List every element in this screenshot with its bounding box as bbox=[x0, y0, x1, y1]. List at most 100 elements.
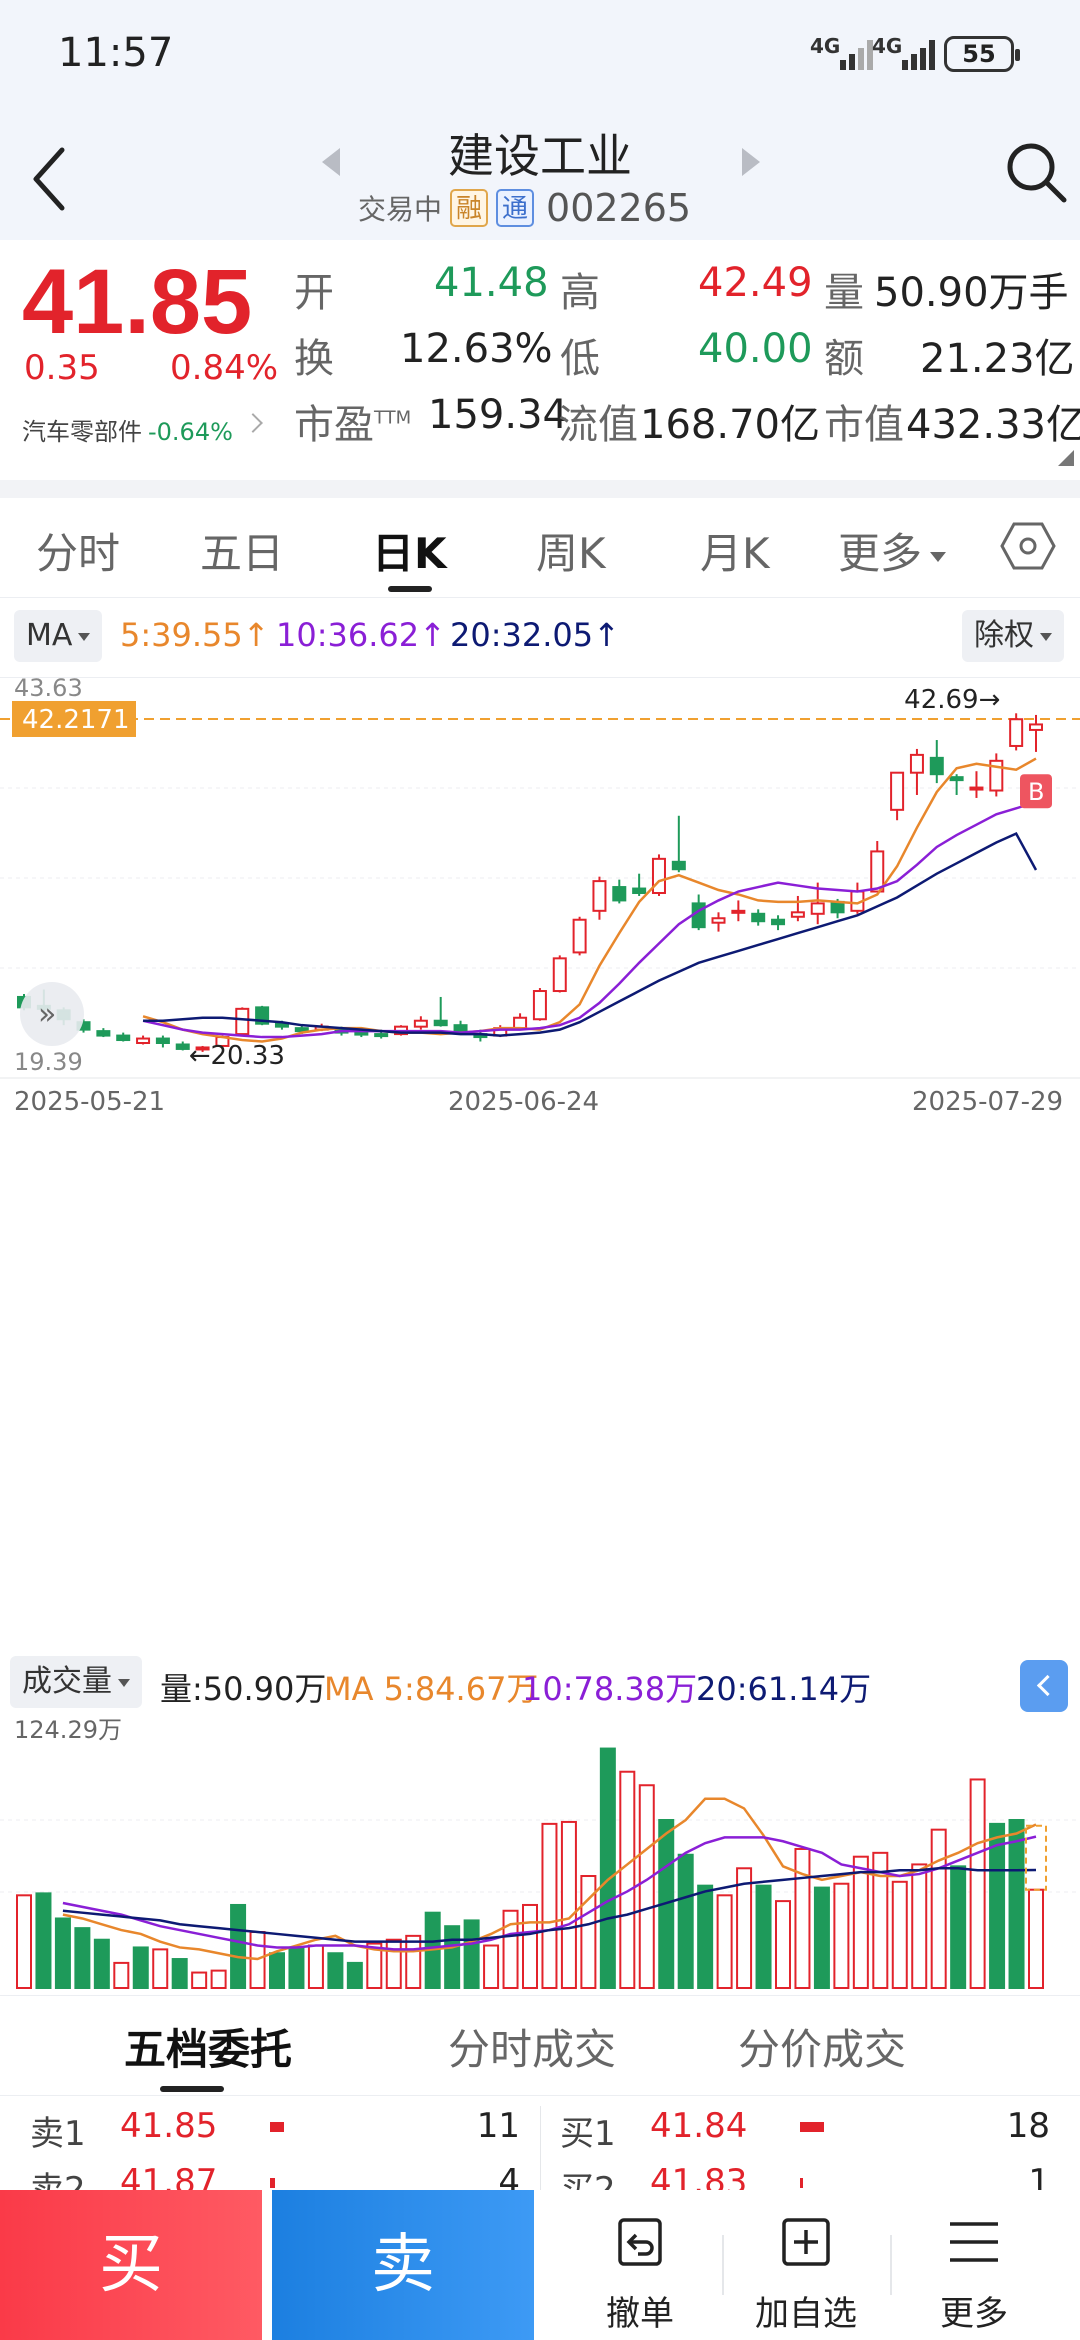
status-bar: 11:57 4G 4G 55 bbox=[0, 0, 1080, 110]
volume-bar bbox=[619, 1770, 636, 1989]
stock-subline: 交易中 融 通 002265 bbox=[358, 186, 691, 230]
expand-corner-icon[interactable] bbox=[1058, 450, 1074, 466]
tab-more[interactable]: 更多 bbox=[838, 520, 947, 581]
adjust-selector[interactable]: 除权 bbox=[962, 610, 1064, 662]
add-watchlist-button[interactable]: 加自选 bbox=[726, 2190, 886, 2340]
prev-stock-icon[interactable] bbox=[322, 148, 340, 176]
float-label: 流值 bbox=[558, 402, 638, 448]
buy-marker bbox=[1020, 774, 1052, 809]
cancel-order-button[interactable]: 撤单 bbox=[560, 2190, 720, 2340]
volume-bar bbox=[794, 1847, 811, 1990]
tab-monthly-k[interactable]: 月K bbox=[700, 529, 770, 578]
caret-down-icon bbox=[930, 551, 947, 562]
candle-body bbox=[1029, 723, 1043, 731]
add-square-icon bbox=[782, 2218, 830, 2266]
volume-bar bbox=[1028, 1888, 1044, 1990]
signal-bars-icon bbox=[902, 36, 942, 70]
y-bottom-label: 19.39 bbox=[14, 1048, 83, 1076]
caret-down-icon bbox=[78, 632, 91, 641]
volume-bar bbox=[755, 1884, 772, 1989]
volume-ma-ma5 bbox=[62, 1797, 1037, 1961]
double-chevron-icon: » bbox=[38, 997, 56, 1032]
volume-ma-ma20 bbox=[62, 1867, 1037, 1943]
clock: 11:57 bbox=[58, 30, 174, 76]
volume-ma5: MA 5:84.67万 bbox=[324, 1670, 539, 1708]
candle-body bbox=[651, 857, 666, 894]
volume-bar bbox=[191, 1971, 208, 1989]
volume-bar bbox=[269, 1952, 285, 1989]
reference-price-label: 42.2171 bbox=[22, 705, 130, 735]
buy-marker-label: B bbox=[1028, 778, 1044, 806]
mcap-label: 市值 bbox=[824, 402, 904, 448]
collapse-panel-button[interactable] bbox=[1020, 1660, 1068, 1712]
sector-name: 汽车零部件 bbox=[22, 418, 142, 446]
tab-time-sales[interactable]: 分时成交 bbox=[448, 2025, 617, 2074]
sector-pct: -0.64% bbox=[148, 418, 233, 446]
tab-price-volume[interactable]: 分价成交 bbox=[738, 2025, 907, 2074]
candle-body bbox=[195, 1046, 210, 1051]
candle-body bbox=[552, 957, 567, 993]
volume-bar bbox=[54, 1917, 71, 1989]
high-label: 高 bbox=[560, 270, 600, 316]
search-icon[interactable] bbox=[1004, 140, 1068, 204]
candle-body bbox=[870, 850, 885, 893]
volume-bar bbox=[969, 1778, 986, 1989]
tab-order-book[interactable]: 五档委托 bbox=[124, 2025, 293, 2074]
tab-five-day[interactable]: 五日 bbox=[200, 529, 285, 578]
signal-bars-icon bbox=[840, 36, 880, 70]
open-value: 41.48 bbox=[434, 260, 549, 306]
volume-bar bbox=[716, 1894, 733, 1990]
x-end-label: 2025-07-29 bbox=[912, 1087, 1063, 1117]
connect-tag[interactable]: 通 bbox=[496, 189, 535, 227]
candle-body bbox=[513, 1016, 528, 1030]
candle-body bbox=[532, 990, 547, 1021]
chevron-right-icon bbox=[243, 413, 263, 433]
tab-weekly-k[interactable]: 周K bbox=[536, 529, 606, 578]
amount-label: 额 bbox=[824, 336, 864, 382]
candle-body bbox=[413, 1019, 428, 1028]
volume-bar bbox=[522, 1903, 538, 1989]
ma-line-ma10 bbox=[142, 800, 1037, 1039]
candle-body bbox=[592, 880, 607, 912]
volume-indicator-selector[interactable]: 成交量 bbox=[10, 1656, 142, 1708]
y-top-label: 43.63 bbox=[14, 678, 83, 702]
tab-daily-k[interactable]: 日K bbox=[372, 529, 447, 578]
candle-body bbox=[116, 1034, 131, 1042]
volume-value: 50.90万手 bbox=[874, 270, 1069, 316]
candle-body bbox=[136, 1037, 151, 1045]
divider bbox=[722, 2235, 724, 2295]
margin-tag[interactable]: 融 bbox=[450, 189, 489, 227]
max-price-label: 42.69→ bbox=[904, 685, 1000, 715]
volume-bar bbox=[405, 1934, 422, 1990]
sell-button[interactable]: 卖 bbox=[272, 2190, 534, 2340]
volume-ma10: 10:78.38万 bbox=[522, 1670, 698, 1708]
candle-body bbox=[890, 771, 905, 811]
buy-button[interactable]: 买 bbox=[0, 2190, 262, 2340]
volume-max-label: 124.29万 bbox=[14, 1716, 122, 1744]
next-stock-icon[interactable] bbox=[742, 148, 760, 176]
candle-body bbox=[354, 1031, 369, 1036]
settings-hexagon-icon[interactable] bbox=[1000, 518, 1056, 574]
tab-intraday[interactable]: 分时 bbox=[36, 529, 121, 578]
volume-highlight-box bbox=[1025, 1824, 1047, 1891]
back-arrow-icon[interactable] bbox=[26, 144, 76, 214]
candle-body bbox=[155, 1037, 170, 1045]
volume-bar bbox=[599, 1747, 616, 1989]
more-button[interactable]: 更多 bbox=[894, 2190, 1054, 2340]
candle-body bbox=[433, 1019, 448, 1027]
kline-chart[interactable]: 43.63 19.39 2025-05-21 2025-06-24 2025-07-29… bbox=[0, 678, 1080, 1998]
candle-body bbox=[632, 887, 647, 895]
stock-name: 建设工业 bbox=[448, 129, 632, 183]
menu-icon bbox=[950, 2222, 998, 2262]
candle-body bbox=[969, 786, 984, 791]
volume-bar bbox=[230, 1903, 247, 1989]
candle-body bbox=[612, 886, 627, 902]
volume-bar bbox=[638, 1784, 655, 1990]
sector-link[interactable]: 汽车零部件 -0.64% bbox=[22, 412, 233, 447]
caret-down-icon bbox=[1040, 632, 1052, 641]
candle-body bbox=[235, 1007, 250, 1036]
bottom-action-bar: 买 卖 撤单 加自选 更多 bbox=[0, 2190, 1080, 2340]
battery-icon: 55 bbox=[944, 36, 1020, 72]
candle-body bbox=[572, 918, 587, 954]
ma-selector[interactable]: MA bbox=[14, 610, 103, 662]
